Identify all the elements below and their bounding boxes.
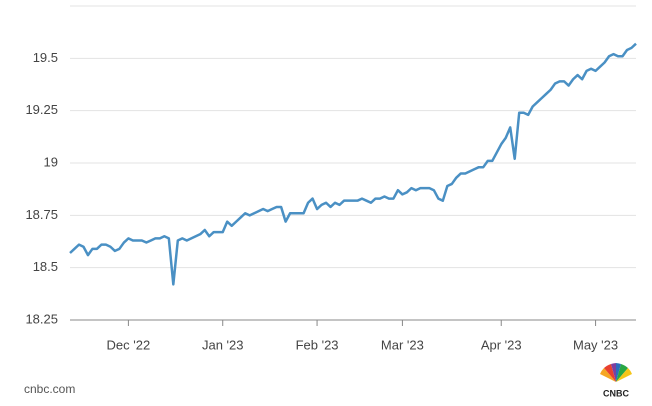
data-line [69,42,637,286]
x-tick-label: Jan '23 [202,337,244,352]
y-tick-label: 19.5 [33,50,58,65]
x-tick-label: May '23 [573,337,618,352]
x-tick-label: Dec '22 [107,337,151,352]
y-tick-label: 19 [44,154,58,169]
x-tick-label: Feb '23 [296,337,339,352]
source-label: cnbc.com [24,382,75,396]
y-tick-label: 18.5 [33,259,58,274]
x-tick-label: Apr '23 [481,337,522,352]
y-tick-label: 18.25 [25,311,58,326]
logo-text: CNBC [603,388,629,398]
cnbc-logo-icon [600,363,632,382]
x-tick-label: Mar '23 [381,337,424,352]
y-tick-label: 18.75 [25,207,58,222]
y-tick-label: 19.25 [25,102,58,117]
